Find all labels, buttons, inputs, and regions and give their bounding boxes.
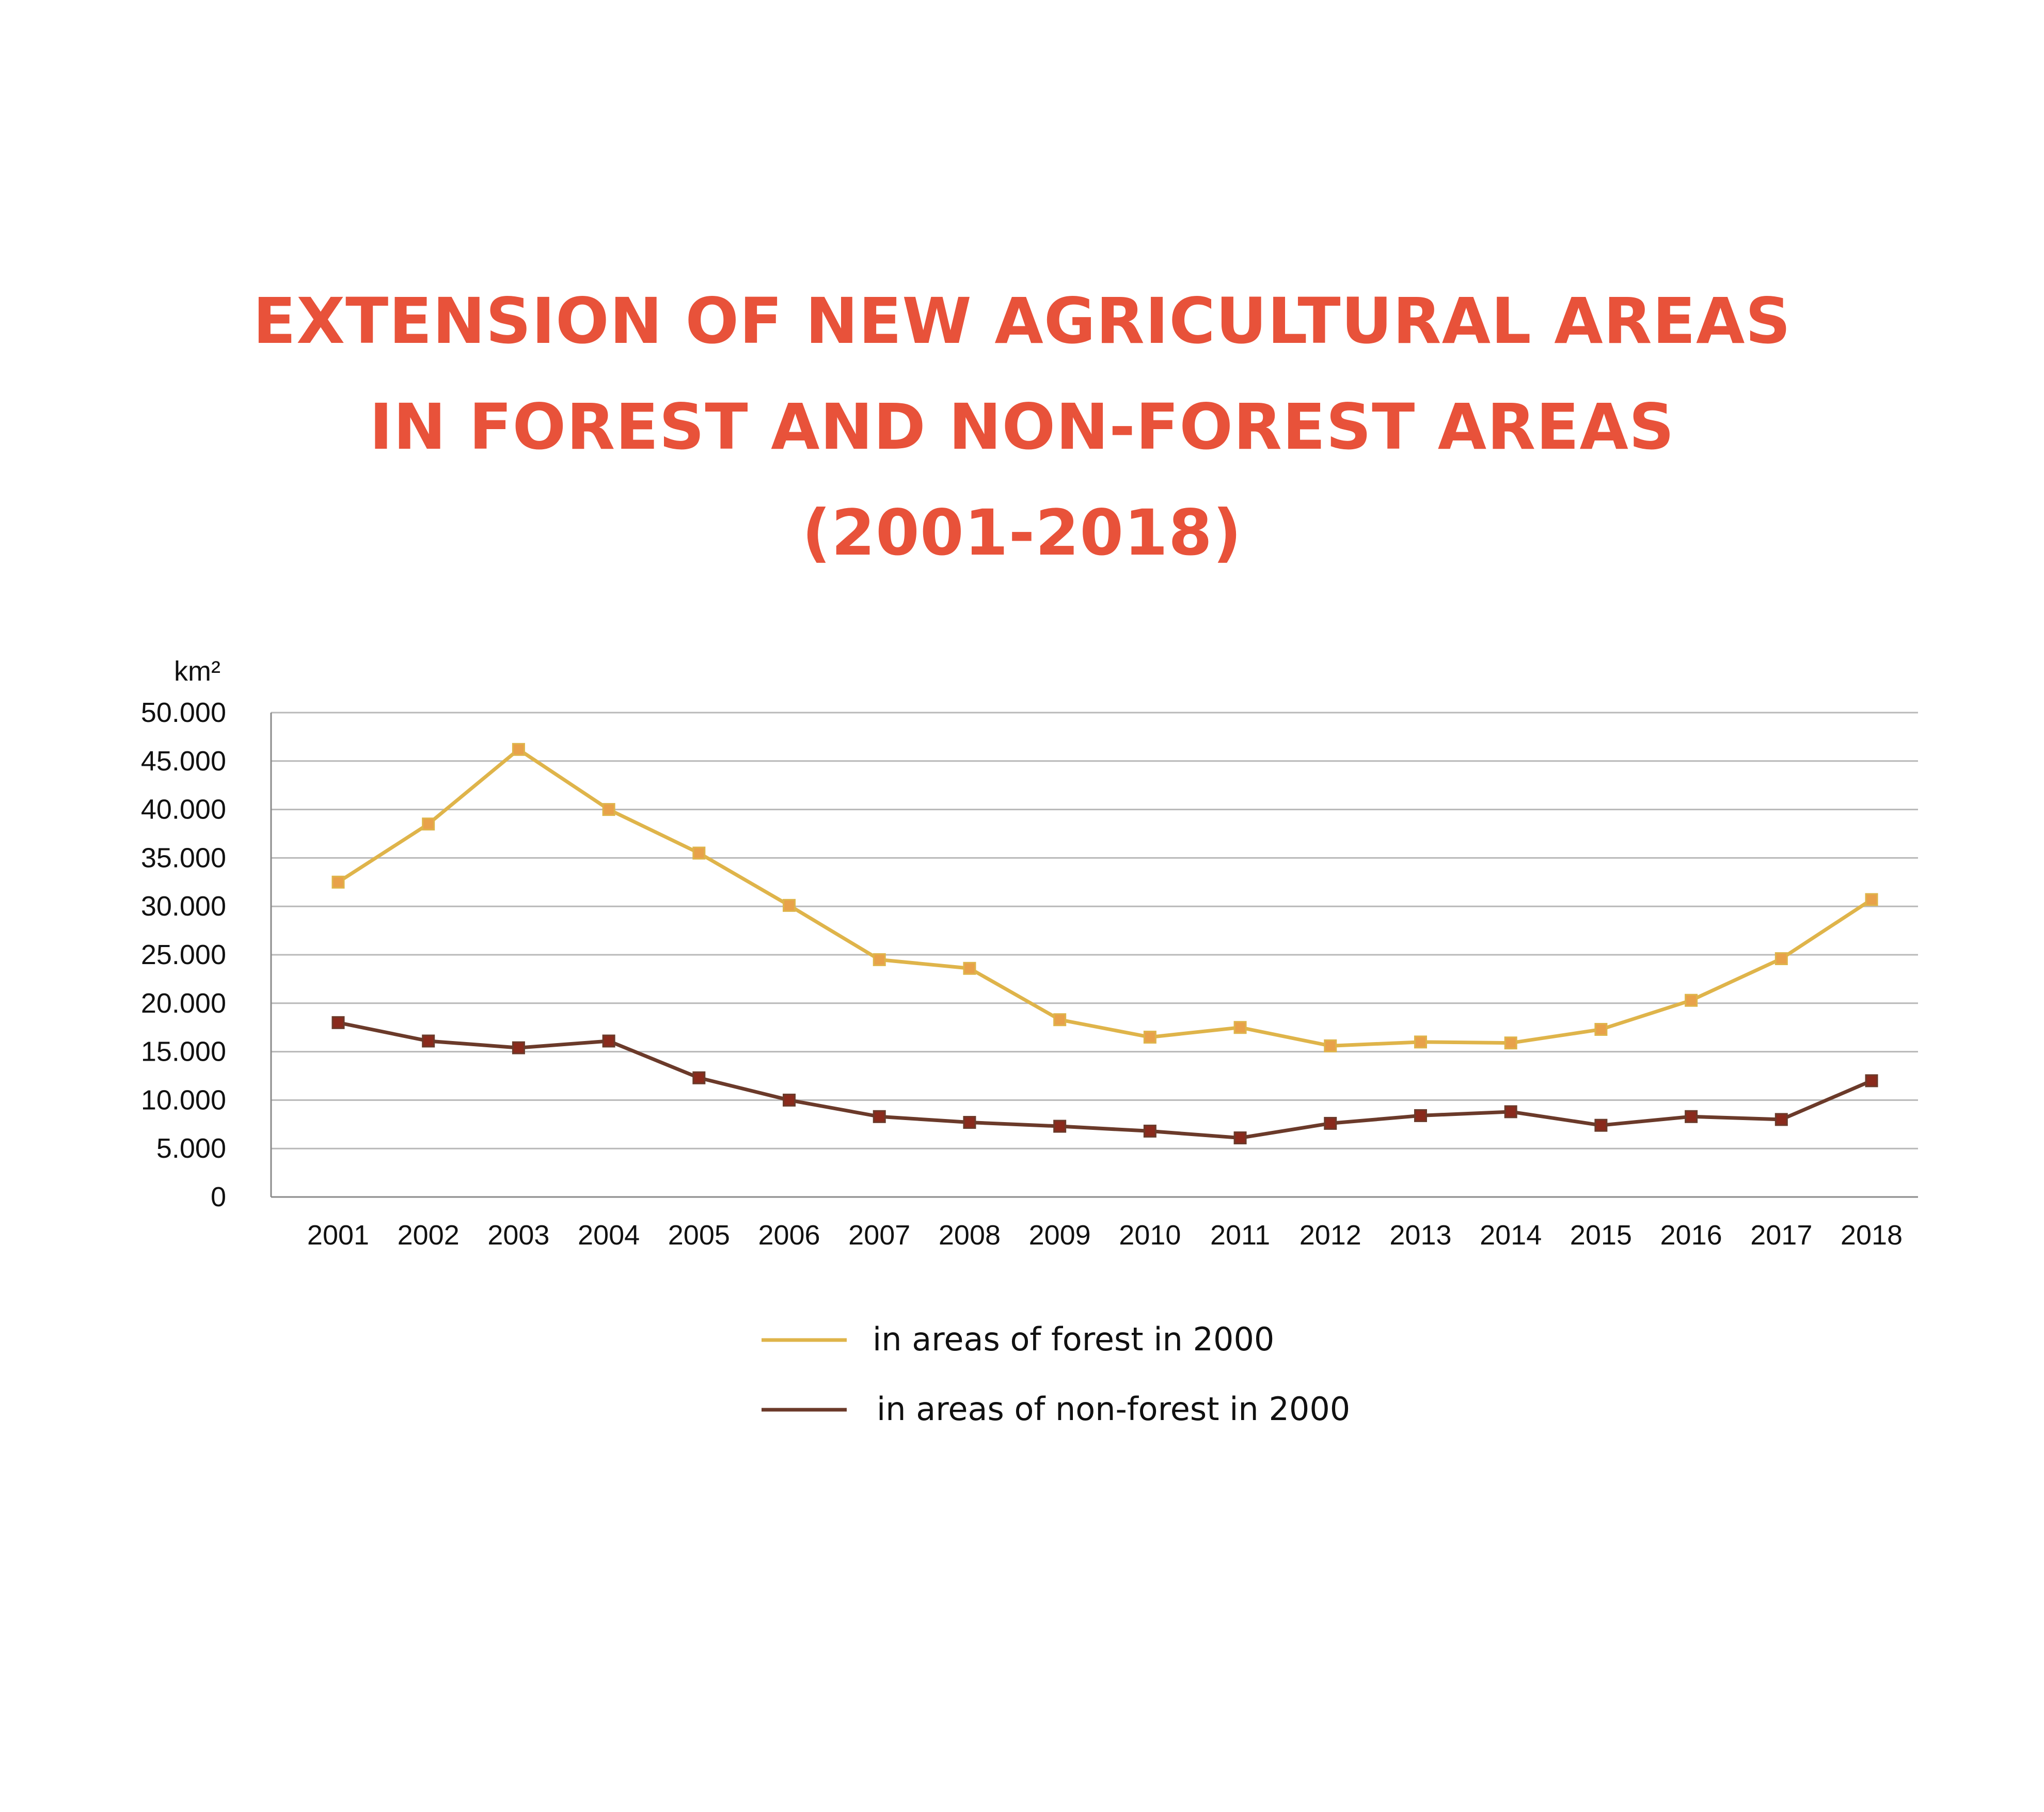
y-tick-label: 5.000 — [156, 1133, 226, 1164]
data-point-forest — [873, 953, 886, 966]
series-line-nonforest — [338, 1020, 1873, 1140]
data-point-forest — [1504, 1036, 1517, 1050]
axes — [270, 713, 1918, 1198]
x-tick-label: 2004 — [578, 1220, 640, 1251]
data-point-forest — [963, 962, 976, 975]
x-tick-label: 2011 — [1210, 1220, 1270, 1251]
chart-title: EXTENSION OF NEW AGRICULTURAL AREAS IN F… — [0, 269, 2044, 586]
data-series — [331, 743, 1878, 1145]
legend: in areas of forest in 2000 in areas of no… — [762, 1320, 1350, 1428]
x-tick-label: 2008 — [939, 1220, 1001, 1251]
data-point-forest — [1143, 1030, 1156, 1044]
y-tick-label: 25.000 — [141, 939, 226, 970]
data-point-nonforest — [1594, 1118, 1608, 1132]
data-point-nonforest — [873, 1110, 886, 1123]
x-tick-label: 2009 — [1029, 1220, 1091, 1251]
y-tick-label: 20.000 — [141, 988, 226, 1019]
data-point-forest — [602, 803, 615, 816]
y-tick-label: 10.000 — [141, 1084, 226, 1115]
tick-labels: 0 5.000 10.000 15.000 20.000 25.000 30.000 35.0… — [141, 656, 1903, 1251]
data-point-nonforest — [963, 1116, 976, 1129]
y-tick-label: 50.000 — [141, 697, 226, 728]
y-tick-label: 15.000 — [141, 1036, 226, 1067]
data-point-forest — [1865, 893, 1878, 906]
data-point-forest — [1233, 1021, 1247, 1034]
data-point-nonforest — [1774, 1113, 1788, 1126]
data-point-nonforest — [1685, 1110, 1698, 1123]
x-tick-label: 2003 — [487, 1220, 549, 1251]
x-tick-label: 2006 — [758, 1220, 820, 1251]
title-line-1: EXTENSION OF NEW AGRICULTURAL AREAS — [252, 285, 1792, 358]
legend-label-nonforest: in areas of non-forest in 2000 — [877, 1390, 1350, 1428]
data-point-nonforest — [602, 1034, 615, 1048]
data-point-forest — [1324, 1039, 1337, 1052]
series-line-forest — [337, 747, 1873, 1048]
x-tick-label: 2012 — [1300, 1220, 1361, 1251]
data-point-nonforest — [692, 1071, 706, 1084]
x-tick-label: 2017 — [1750, 1220, 1812, 1251]
x-tick-label: 2015 — [1570, 1220, 1632, 1251]
x-tick-label: 2001 — [307, 1220, 369, 1251]
x-tick-label: 2002 — [398, 1220, 459, 1251]
data-point-forest — [331, 875, 345, 889]
x-tick-label: 2010 — [1119, 1220, 1181, 1251]
data-point-forest — [783, 899, 796, 912]
data-point-nonforest — [1233, 1131, 1247, 1145]
legend-label-forest: in areas of forest in 2000 — [873, 1320, 1274, 1358]
data-point-nonforest — [422, 1034, 435, 1048]
grid-lines — [271, 712, 1918, 1149]
title-line-3: (2001-2018) — [802, 496, 1242, 570]
y-tick-label: 45.000 — [141, 746, 226, 777]
data-point-nonforest — [1414, 1109, 1427, 1122]
data-point-forest — [1685, 994, 1698, 1007]
y-tick-label: 40.000 — [141, 794, 226, 825]
data-point-forest — [1414, 1035, 1427, 1049]
data-point-forest — [692, 846, 706, 860]
data-point-nonforest — [331, 1016, 345, 1029]
x-tick-label: 2016 — [1660, 1220, 1722, 1251]
x-tick-label: 2014 — [1480, 1220, 1542, 1251]
data-point-nonforest — [1324, 1116, 1337, 1130]
title-line-2: IN FOREST AND NON-FOREST AREAS — [369, 390, 1675, 464]
data-point-nonforest — [1143, 1124, 1156, 1138]
y-tick-label: 35.000 — [141, 842, 226, 873]
data-point-nonforest — [1053, 1120, 1067, 1133]
data-point-forest — [512, 743, 525, 756]
data-point-forest — [1594, 1022, 1608, 1036]
x-tick-label: 2005 — [668, 1220, 730, 1251]
x-tick-label: 2013 — [1389, 1220, 1451, 1251]
data-point-forest — [1053, 1013, 1067, 1027]
x-tick-label: 2007 — [848, 1220, 910, 1251]
data-point-forest — [1774, 952, 1788, 966]
data-point-nonforest — [1504, 1105, 1517, 1118]
data-point-nonforest — [783, 1093, 796, 1107]
y-tick-label: 0 — [211, 1181, 226, 1212]
data-point-nonforest — [1865, 1074, 1878, 1088]
x-tick-label: 2018 — [1841, 1220, 1903, 1251]
y-tick-label: 30.000 — [141, 891, 226, 922]
y-axis-unit-label: km² — [174, 656, 220, 687]
data-point-nonforest — [512, 1041, 525, 1054]
data-point-forest — [422, 817, 435, 831]
